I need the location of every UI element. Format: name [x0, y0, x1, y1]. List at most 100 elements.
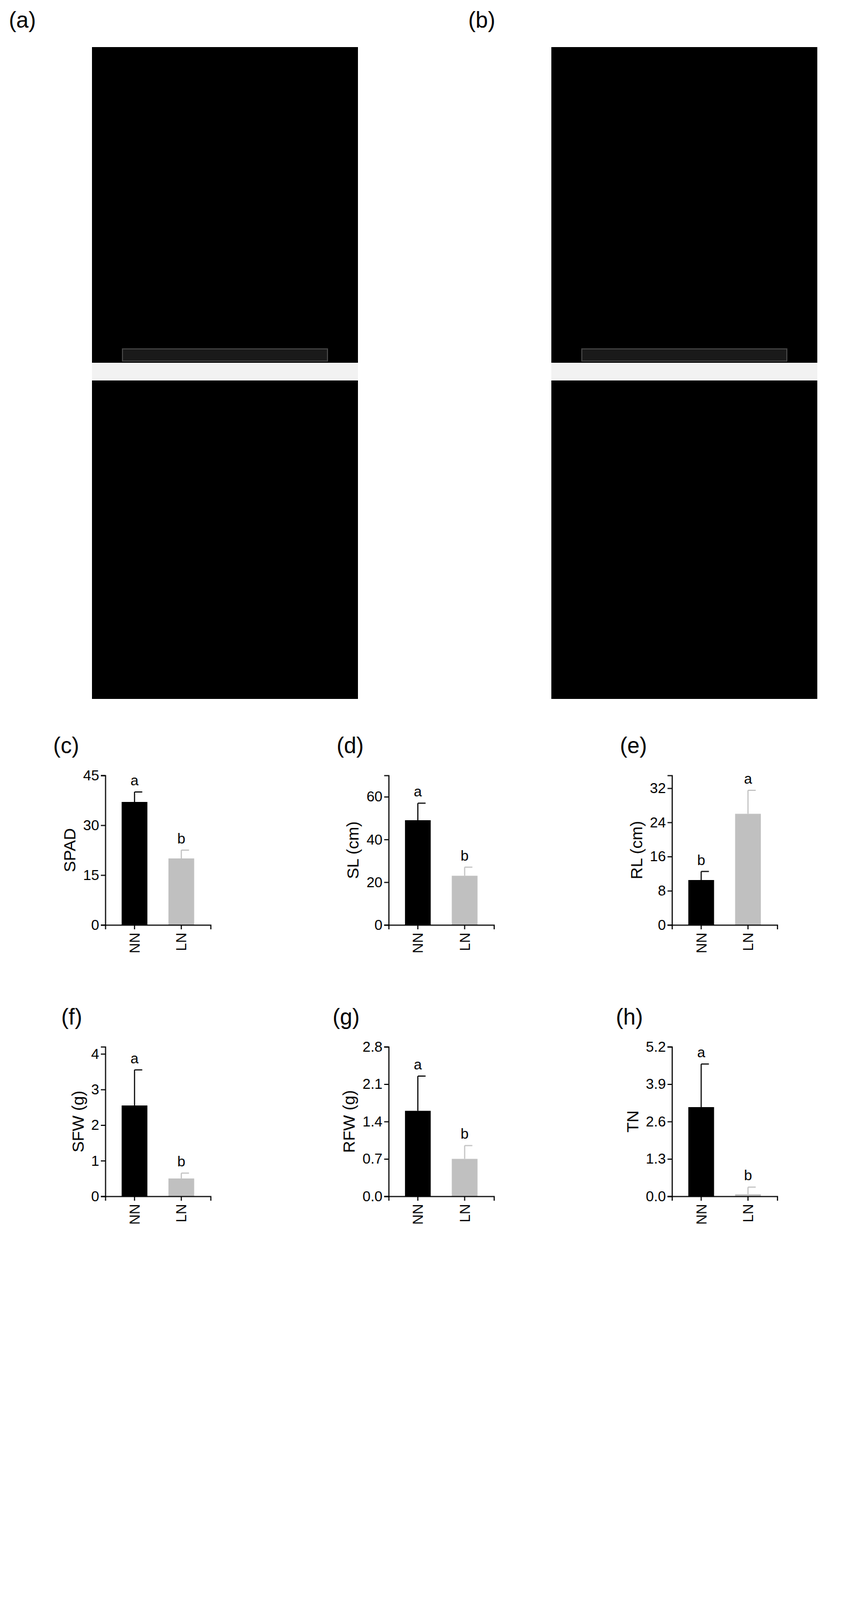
x-axis: NN LN [672, 1196, 778, 1226]
y-tick-label: 4 [91, 1046, 100, 1063]
y-axis-title: TN [623, 1110, 642, 1134]
y-tick-label: 30 [83, 817, 100, 834]
y-tick: 0 [374, 917, 389, 934]
y-tick: 8 [657, 882, 672, 900]
chart: ab0.01.32.63.95.2NNLNTN(h) [616, 1005, 778, 1226]
y-tick: 1.4 [362, 1113, 389, 1131]
error-line [180, 1173, 182, 1180]
x-tick: LN [172, 1196, 190, 1223]
y-tick-label: 2.1 [362, 1076, 383, 1093]
y-axis-line [100, 1047, 106, 1198]
error-line [134, 1070, 136, 1106]
bar [451, 1159, 478, 1198]
bar [735, 1194, 761, 1197]
significance-letter: b [177, 1153, 186, 1171]
y-tick-label: 40 [366, 831, 383, 849]
photo-tray [581, 349, 787, 362]
y-tick: 45 [83, 767, 106, 785]
y-tick-line [383, 1159, 389, 1161]
y-tick-line [383, 1047, 389, 1049]
plot-marks [688, 790, 761, 926]
y-tick: 0.0 [646, 1188, 673, 1206]
x-tick-label: NN [409, 1204, 427, 1226]
x-tick: LN [739, 925, 757, 952]
error-bar [748, 790, 756, 814]
y-tick-line [100, 825, 106, 827]
y-tick-label: 45 [83, 767, 100, 785]
panel-label: (f) [61, 1005, 83, 1030]
y-axis: 08162432 [649, 776, 673, 934]
chart: ba08162432NNLNRL (cm)(e) [620, 733, 778, 955]
y-tick: 32 [649, 780, 673, 797]
chart: ab0153045NNLNSPAD(c) [53, 733, 211, 955]
error-cap [748, 790, 756, 792]
y-tick-line [100, 775, 106, 777]
bar [451, 876, 478, 926]
x-tick: LN [739, 1196, 757, 1223]
plot-marks [121, 792, 195, 926]
bar [405, 820, 431, 926]
x-tick-label: NN [693, 933, 710, 955]
y-tick: 2.6 [646, 1113, 673, 1131]
y-tick-label: 0.7 [362, 1150, 383, 1168]
y-tick: 15 [83, 867, 106, 884]
error-cap [181, 850, 189, 852]
error-bar [700, 872, 709, 881]
error-cap [134, 1069, 143, 1072]
x-tick: NN [126, 925, 143, 955]
y-tick-label: 0.0 [362, 1188, 383, 1206]
photo-root [551, 380, 818, 700]
error-cap [417, 802, 426, 805]
chart: ab0204060NNLNSL (cm)(d) [336, 733, 494, 955]
y-tick: 0.0 [362, 1188, 389, 1206]
significance-letter: b [460, 1125, 469, 1143]
y-tick-label: 3.9 [646, 1076, 667, 1093]
y-axis-title: SL (cm) [343, 821, 362, 880]
error-line [417, 1076, 419, 1112]
significance-letter: a [744, 770, 753, 788]
error-line [417, 803, 419, 821]
x-axis-line [388, 1197, 495, 1202]
y-tick-line [100, 1125, 106, 1127]
significance-letter: b [460, 847, 469, 865]
y-axis-line [100, 776, 106, 926]
error-bar [417, 803, 426, 821]
y-tick-line [100, 1089, 106, 1092]
y-tick-label: 0 [91, 1188, 100, 1206]
x-axis-line [672, 925, 778, 931]
bar [688, 1107, 714, 1197]
error-bar [417, 1076, 426, 1112]
y-tick-label: 2 [91, 1117, 100, 1134]
y-axis-title: SFW (g) [68, 1091, 87, 1154]
error-cap [464, 867, 473, 869]
error-bar [700, 1064, 709, 1108]
y-tick-line [100, 1196, 106, 1198]
significance-letter: a [697, 1044, 706, 1062]
error-cap [417, 1076, 426, 1078]
y-tick: 20 [366, 874, 389, 892]
x-tick: LN [456, 925, 474, 952]
x-tick: NN [693, 925, 710, 955]
y-tick: 1.3 [646, 1150, 673, 1168]
x-tick-label: NN [409, 933, 427, 955]
x-tick-line [180, 1196, 182, 1202]
y-tick-label: 15 [83, 867, 100, 884]
x-axis: NNLN [105, 925, 212, 955]
y-tick-line [100, 875, 106, 877]
y-tick-line [667, 856, 673, 858]
y-tick-label: 2.8 [362, 1038, 383, 1056]
chart: ab0.00.71.42.12.8NNLNRFW (g)(g) [332, 1005, 495, 1226]
x-tick-line [134, 1196, 136, 1202]
plot-marks [405, 1076, 478, 1197]
y-tick-label: 1.4 [362, 1113, 383, 1131]
photo-panel: (a) [8, 7, 358, 700]
x-tick: NN [409, 1196, 427, 1226]
y-tick: 4 [91, 1046, 106, 1063]
plot-marks [688, 1064, 761, 1197]
significance-letter: a [413, 783, 423, 801]
x-tick-label: NN [693, 1204, 710, 1226]
panel-label: (c) [53, 733, 80, 759]
y-tick-label: 1.3 [646, 1150, 667, 1168]
y-tick-label: 32 [649, 780, 667, 797]
y-tick: 30 [83, 817, 106, 834]
